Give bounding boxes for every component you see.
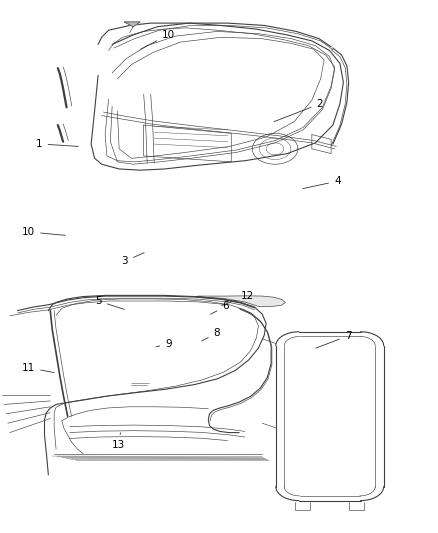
Text: 3: 3	[121, 253, 144, 266]
Text: 2: 2	[274, 99, 323, 122]
Text: 4: 4	[303, 176, 341, 189]
Polygon shape	[195, 296, 286, 306]
Text: 6: 6	[211, 302, 229, 314]
Text: 1: 1	[36, 139, 78, 149]
Text: 8: 8	[202, 328, 220, 341]
Text: 5: 5	[95, 296, 124, 309]
Polygon shape	[124, 22, 140, 27]
Text: 11: 11	[22, 363, 54, 373]
Text: 12: 12	[222, 291, 254, 305]
Text: 10: 10	[22, 227, 65, 237]
Text: 7: 7	[316, 331, 352, 348]
Text: 10: 10	[141, 30, 175, 50]
Text: 9: 9	[156, 339, 172, 349]
Text: 13: 13	[112, 433, 125, 450]
